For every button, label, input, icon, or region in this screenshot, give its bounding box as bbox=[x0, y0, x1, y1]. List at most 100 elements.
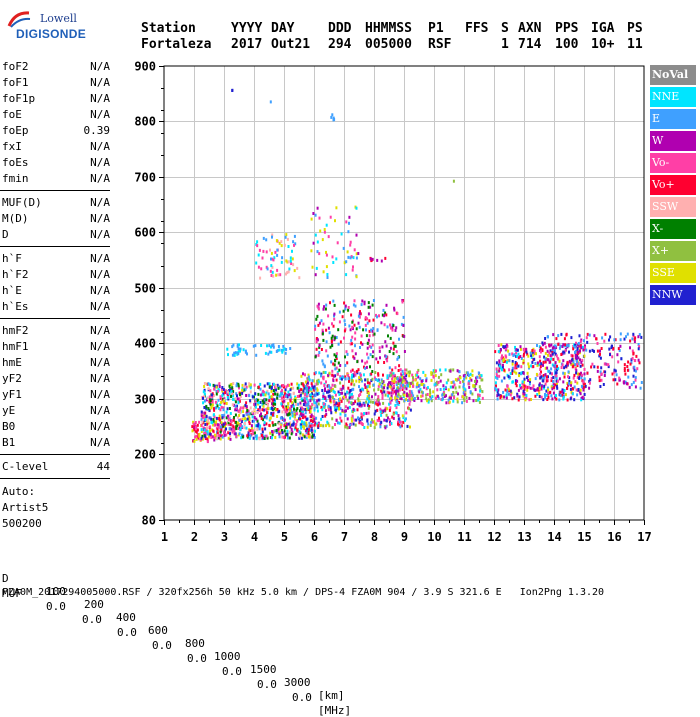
echo-point bbox=[580, 360, 583, 364]
echo-point bbox=[287, 402, 290, 406]
echo-point bbox=[426, 399, 429, 403]
echo-point bbox=[317, 426, 320, 429]
echo-point bbox=[581, 345, 584, 349]
echo-point bbox=[281, 400, 284, 404]
echo-point bbox=[367, 411, 370, 415]
echo-point bbox=[229, 437, 232, 441]
echo-point bbox=[505, 355, 508, 359]
echo-point bbox=[386, 376, 389, 380]
echo-point bbox=[559, 390, 562, 394]
echo-point bbox=[284, 392, 286, 396]
echo-point bbox=[306, 394, 309, 397]
echo-point bbox=[210, 393, 213, 397]
echo-point bbox=[299, 392, 302, 396]
echo-point bbox=[476, 379, 479, 383]
param-row: foEs N/A bbox=[2, 156, 110, 172]
echo-point bbox=[298, 387, 301, 391]
echo-point bbox=[408, 374, 411, 378]
echo-point bbox=[561, 363, 564, 367]
echo-point bbox=[583, 367, 586, 371]
echo-point bbox=[581, 363, 584, 367]
echo-point bbox=[362, 328, 365, 332]
echo-point bbox=[582, 348, 585, 352]
echo-point bbox=[302, 384, 305, 388]
echo-point bbox=[253, 416, 256, 419]
echo-point bbox=[551, 397, 554, 401]
x-tick-label: 2 bbox=[191, 530, 198, 544]
echo-point bbox=[552, 376, 555, 379]
logo-swoosh-icon bbox=[7, 11, 31, 28]
echo-point bbox=[284, 410, 287, 414]
echo-point bbox=[237, 415, 239, 419]
echo-point bbox=[542, 343, 545, 347]
echo-point bbox=[523, 392, 526, 396]
echo-point bbox=[639, 386, 642, 390]
echo-point bbox=[218, 414, 221, 418]
echo-point bbox=[304, 429, 307, 433]
echo-point bbox=[337, 390, 340, 394]
echo-point bbox=[219, 403, 222, 406]
echo-point bbox=[317, 402, 320, 406]
echo-point bbox=[235, 406, 238, 410]
echo-point bbox=[544, 373, 547, 377]
echo-point bbox=[612, 346, 615, 350]
echo-point bbox=[328, 384, 331, 388]
echo-point bbox=[244, 417, 246, 421]
echo-point bbox=[298, 414, 301, 418]
header-label-ddd: DDD bbox=[328, 21, 352, 36]
echo-point bbox=[345, 395, 347, 399]
echo-point bbox=[293, 243, 295, 247]
echo-point bbox=[353, 370, 356, 374]
echo-point bbox=[240, 420, 243, 423]
echo-point bbox=[475, 382, 478, 386]
echo-point bbox=[268, 385, 271, 389]
echo-point bbox=[395, 350, 398, 354]
echo-point bbox=[376, 379, 379, 383]
echo-point bbox=[638, 333, 641, 337]
echo-point bbox=[284, 235, 287, 239]
echo-point bbox=[263, 436, 266, 440]
echo-point bbox=[325, 223, 328, 227]
echo-point bbox=[544, 395, 547, 399]
echo-point bbox=[353, 299, 356, 303]
echo-point bbox=[388, 366, 391, 370]
echo-point bbox=[279, 392, 282, 396]
echo-point bbox=[366, 418, 369, 422]
echo-point bbox=[429, 388, 431, 392]
echo-point bbox=[233, 416, 235, 419]
echo-point bbox=[286, 395, 289, 399]
echo-point bbox=[503, 395, 505, 399]
echo-point bbox=[626, 365, 629, 368]
echo-point bbox=[593, 349, 595, 353]
echo-point bbox=[614, 378, 617, 382]
echo-point bbox=[232, 390, 235, 394]
echo-point bbox=[276, 268, 279, 272]
echo-point bbox=[550, 354, 553, 358]
echo-point bbox=[283, 390, 286, 394]
echo-point bbox=[572, 362, 575, 365]
echo-point bbox=[479, 389, 482, 393]
echo-point bbox=[312, 241, 315, 245]
auto-artist: Artist5 bbox=[2, 501, 49, 514]
echo-point bbox=[325, 265, 328, 269]
echo-point bbox=[332, 299, 335, 303]
echo-point bbox=[570, 353, 573, 357]
param-value: N/A bbox=[90, 92, 110, 105]
echo-point bbox=[395, 380, 398, 384]
echo-point bbox=[599, 352, 601, 356]
echo-point bbox=[290, 432, 293, 436]
echo-point bbox=[404, 377, 407, 381]
echo-point bbox=[577, 388, 580, 391]
echo-point bbox=[377, 384, 380, 388]
echo-point bbox=[296, 412, 299, 416]
echo-point bbox=[316, 314, 319, 318]
echo-point bbox=[203, 399, 206, 403]
echo-point bbox=[247, 433, 250, 437]
echo-point bbox=[289, 347, 292, 350]
echo-point bbox=[310, 382, 313, 386]
param-name: yF1 bbox=[2, 388, 22, 401]
echo-point bbox=[561, 345, 564, 348]
echo-point bbox=[229, 412, 232, 415]
echo-point bbox=[275, 350, 278, 353]
echo-point bbox=[575, 371, 578, 375]
